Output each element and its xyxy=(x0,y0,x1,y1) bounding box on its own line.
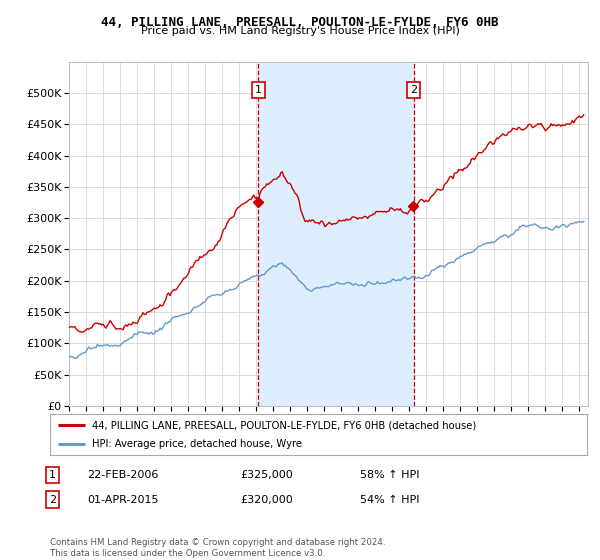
Text: 2: 2 xyxy=(410,85,417,95)
Text: 2: 2 xyxy=(49,494,56,505)
Text: 1: 1 xyxy=(49,470,56,480)
Text: 22-FEB-2006: 22-FEB-2006 xyxy=(87,470,158,480)
Text: 58% ↑ HPI: 58% ↑ HPI xyxy=(360,470,419,480)
Text: £320,000: £320,000 xyxy=(240,494,293,505)
Text: 44, PILLING LANE, PREESALL, POULTON-LE-FYLDE, FY6 0HB: 44, PILLING LANE, PREESALL, POULTON-LE-F… xyxy=(101,16,499,29)
Text: Price paid vs. HM Land Registry's House Price Index (HPI): Price paid vs. HM Land Registry's House … xyxy=(140,26,460,36)
Text: 44, PILLING LANE, PREESALL, POULTON-LE-FYLDE, FY6 0HB (detached house): 44, PILLING LANE, PREESALL, POULTON-LE-F… xyxy=(92,421,476,430)
Text: HPI: Average price, detached house, Wyre: HPI: Average price, detached house, Wyre xyxy=(92,439,302,449)
Text: Contains HM Land Registry data © Crown copyright and database right 2024.
This d: Contains HM Land Registry data © Crown c… xyxy=(50,538,385,558)
Text: 1: 1 xyxy=(255,85,262,95)
Text: 54% ↑ HPI: 54% ↑ HPI xyxy=(360,494,419,505)
Text: £325,000: £325,000 xyxy=(240,470,293,480)
Bar xyxy=(259,62,413,406)
Text: 01-APR-2015: 01-APR-2015 xyxy=(87,494,158,505)
